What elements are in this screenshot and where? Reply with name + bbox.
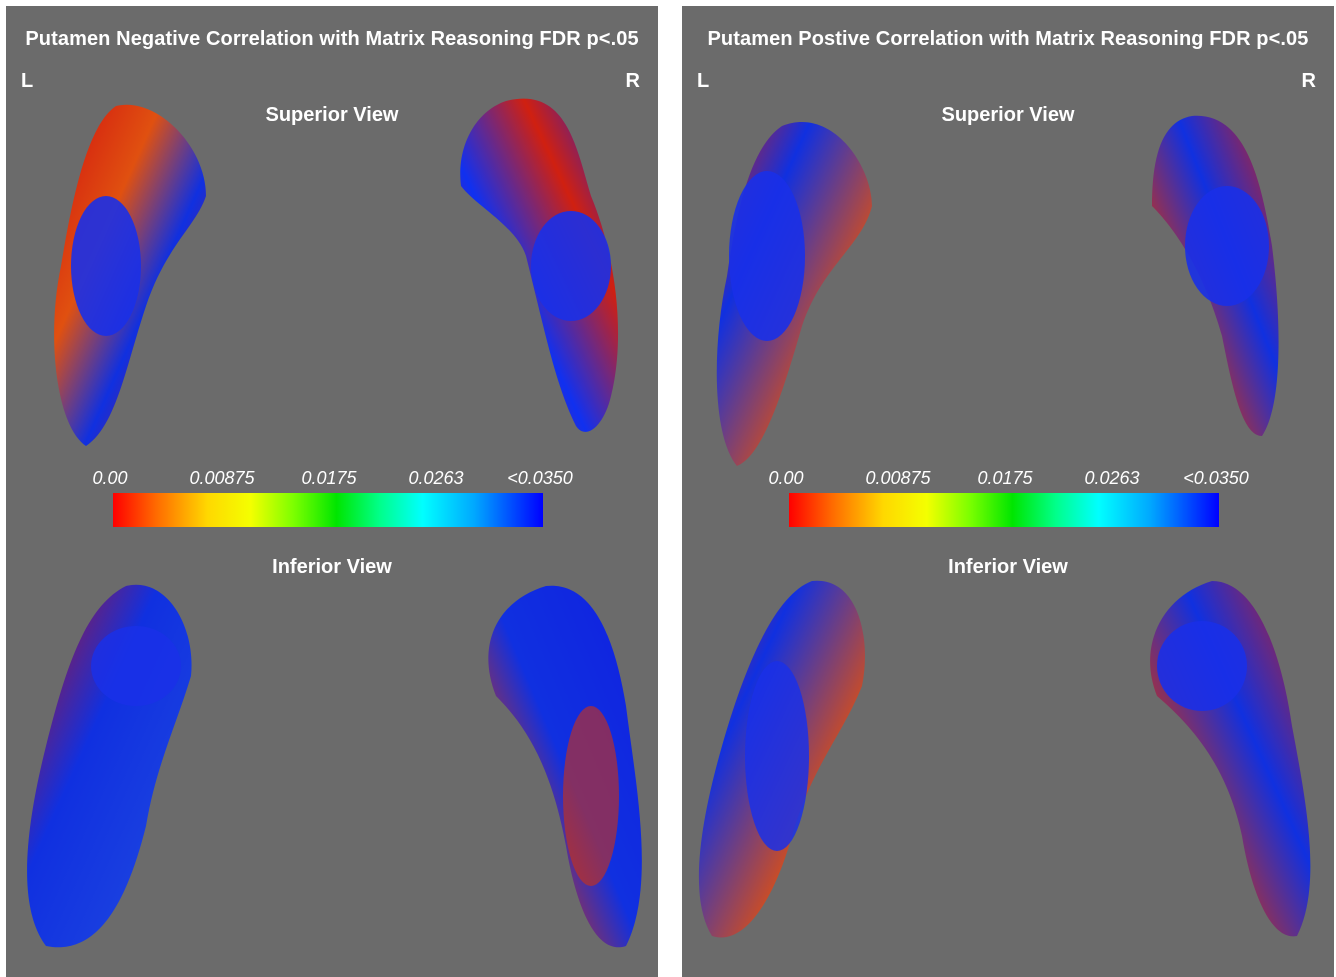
positive-correlation-panel: Putamen Postive Correlation with Matrix …	[682, 6, 1334, 977]
putamen-superior-right-patch	[531, 211, 611, 321]
superior-view-label: Superior View	[265, 104, 399, 126]
scale-tick: 0.00	[768, 468, 804, 488]
putamen-superior-left-patch	[729, 171, 805, 341]
scale-tick: <0.0350	[1183, 468, 1249, 488]
putamen-inferior-right-patch	[563, 706, 619, 886]
negative-correlation-panel: Putamen Negative Correlation with Matrix…	[6, 6, 658, 977]
scale-tick: 0.0263	[408, 468, 464, 488]
putamen-renderings	[698, 115, 1311, 938]
panel-title: Putamen Postive Correlation with Matrix …	[707, 28, 1309, 50]
panel-title: Putamen Negative Correlation with Matrix…	[25, 28, 639, 50]
color-scale-bar	[113, 493, 543, 527]
inferior-view-label: Inferior View	[948, 556, 1068, 578]
putamen-inferior-left-patch	[745, 661, 809, 851]
scale-tick: 0.00875	[865, 468, 931, 488]
color-scale-bar	[789, 493, 1219, 527]
putamen-renderings	[27, 98, 642, 948]
putamen-superior-right-patch	[1185, 186, 1269, 306]
scale-tick: 0.0175	[977, 468, 1033, 488]
color-scale: 0.00 0.00875 0.0175 0.0263 <0.0350	[88, 468, 573, 528]
right-hemisphere-label: R	[1301, 70, 1316, 92]
scale-tick: <0.0350	[507, 468, 573, 488]
scale-tick: 0.0263	[1084, 468, 1140, 488]
putamen-inferior-left-patch	[91, 626, 181, 706]
putamen-inferior-right-patch	[1157, 621, 1247, 711]
left-hemisphere-label: L	[697, 70, 710, 92]
scale-tick: 0.0175	[301, 468, 357, 488]
left-hemisphere-label: L	[21, 70, 34, 92]
scale-tick: 0.00875	[189, 468, 255, 488]
superior-view-label: Superior View	[941, 104, 1075, 126]
scale-tick: 0.00	[92, 468, 128, 488]
inferior-view-label: Inferior View	[272, 556, 392, 578]
right-hemisphere-label: R	[625, 70, 640, 92]
putamen-superior-left-patch	[71, 196, 141, 336]
color-scale: 0.00 0.00875 0.0175 0.0263 <0.0350	[764, 468, 1249, 528]
